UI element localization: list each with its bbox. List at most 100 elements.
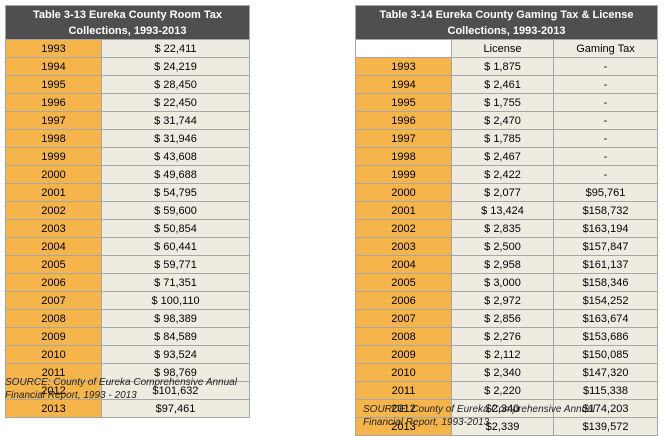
year-cell: 2011 (5, 363, 102, 382)
table-row: 2008 $ 98,389 (5, 309, 250, 328)
year-cell: 1995 (355, 93, 452, 112)
table-row: 2007 $ 2,856 $163,674 (355, 309, 659, 328)
table-row: 2005 $ 3,000 $158,346 (355, 273, 659, 292)
table-row: 2003 $ 50,854 (5, 219, 250, 238)
table-row: 2011 $ 98,769 (5, 363, 250, 382)
year-cell: 1998 (5, 129, 102, 148)
year-cell: 1994 (355, 75, 452, 94)
year-cell: 2007 (355, 309, 452, 328)
room-tax-value-cell: $ 31,744 (101, 111, 250, 130)
room-tax-value-cell: $ 49,688 (101, 165, 250, 184)
gaming-tax-value-cell: $158,346 (552, 273, 659, 292)
gaming-tax-source-line-1: SOURCE: County of Eureka Comprehensive A… (363, 404, 595, 415)
gaming-tax-value-cell: $163,194 (552, 219, 659, 238)
year-cell: 1998 (355, 147, 452, 166)
table-row: 2001 $ 13,424 $158,732 (355, 201, 659, 220)
table-row: 2009 $ 84,589 (5, 327, 250, 346)
year-cell: 2012 (5, 381, 102, 400)
room-tax-value-cell: $ 93,524 (101, 345, 250, 364)
gaming-tax-source-line-2: Financial Report, 1993-2013 (363, 417, 490, 428)
year-cell: 2013 (5, 399, 102, 418)
gaming-tax-value-cell: - (552, 129, 659, 148)
license-value-cell: $ 2,340 (451, 363, 554, 382)
gaming-tax-value-cell: $163,674 (552, 309, 659, 328)
gaming-tax-table: Table 3-14 Eureka County Gaming Tax & Li… (354, 5, 659, 436)
license-value-cell: $ 1,785 (451, 129, 554, 148)
year-cell: 2002 (355, 219, 452, 238)
license-value-cell: $ 3,000 (451, 273, 554, 292)
license-value-cell: $ 2,112 (451, 345, 554, 364)
room-tax-value-cell: $ 98,389 (101, 309, 250, 328)
year-cell: 2007 (5, 291, 102, 310)
gaming-tax-value-cell: - (552, 75, 659, 94)
room-tax-table: Table 3-13 Eureka County Room Tax Collec… (5, 5, 250, 418)
gaming-tax-value-cell: $115,338 (552, 381, 659, 400)
room-tax-value-cell: $ 100,110 (101, 291, 250, 310)
year-cell: 1999 (355, 165, 452, 184)
room-tax-source-note: SOURCE: County of Eureka Comprehensive A… (5, 376, 305, 402)
year-cell: 1999 (5, 147, 102, 166)
year-cell: 2004 (355, 255, 452, 274)
table-row: 1993 $ 22,411 (5, 39, 250, 58)
table-row: 1995 $ 1,755- (355, 93, 659, 112)
year-cell: 2012 (355, 399, 452, 418)
license-value-cell: $ 2,972 (451, 291, 554, 310)
year-cell: 2006 (355, 291, 452, 310)
gaming-tax-value-cell: $147,320 (552, 363, 659, 382)
gaming-tax-value-cell: - (552, 57, 659, 76)
table-row: 1999 $ 43,608 (5, 147, 250, 166)
license-value-cell: $2,340 (451, 399, 554, 418)
year-cell: 2002 (5, 201, 102, 220)
room-tax-value-cell: $ 22,411 (101, 39, 250, 58)
year-cell: 2009 (5, 327, 102, 346)
license-value-cell: $ 1,755 (451, 93, 554, 112)
year-cell: 2000 (5, 165, 102, 184)
year-cell: 2000 (355, 183, 452, 202)
year-cell: 1993 (5, 39, 102, 58)
year-cell: 1995 (5, 75, 102, 94)
license-value-cell: $ 2,467 (451, 147, 554, 166)
gaming-tax-value-cell: - (552, 111, 659, 130)
table-row: 2004 $ 60,441 (5, 237, 250, 256)
table-row: 2000 $ 2,077 $95,761 (355, 183, 659, 202)
year-cell: 2011 (355, 381, 452, 400)
year-cell: 2010 (355, 363, 452, 382)
table-row: 2010 $ 2,340 $147,320 (355, 363, 659, 382)
year-cell: 2010 (5, 345, 102, 364)
year-cell: 1993 (355, 57, 452, 76)
room-tax-value-cell: $ 71,351 (101, 273, 250, 292)
year-cell: 1997 (355, 129, 452, 148)
table-row: 1999 $ 2,422- (355, 165, 659, 184)
license-value-cell: $ 2,077 (451, 183, 554, 202)
room-tax-value-cell: $97,461 (101, 399, 250, 418)
year-cell: 2005 (5, 255, 102, 274)
year-cell: 2003 (355, 237, 452, 256)
table-row: 2010 $ 93,524 (5, 345, 250, 364)
room-tax-value-cell: $ 43,608 (101, 147, 250, 166)
gaming-tax-value-cell: - (552, 147, 659, 166)
table-row: 2012 $2,340 $174,203 (355, 399, 659, 418)
gaming-tax-value-cell: $95,761 (552, 183, 659, 202)
year-cell: 2008 (5, 309, 102, 328)
year-cell: 1997 (5, 111, 102, 130)
room-tax-value-cell: $ 59,600 (101, 201, 250, 220)
license-value-cell: $ 13,424 (451, 201, 554, 220)
room-tax-value-cell: $ 31,946 (101, 129, 250, 148)
gaming-tax-value-cell: $158,732 (552, 201, 659, 220)
gaming-tax-table-body: 1993 $ 1,875-1994 $ 2,461-1995 $ 1,755-1996… (355, 57, 659, 436)
table-row: 1998 $ 2,467- (355, 147, 659, 166)
gaming-tax-source-note: SOURCE: County of Eureka Comprehensive A… (363, 403, 663, 429)
license-value-cell: $ 2,461 (451, 75, 554, 94)
table-row: 2002 $ 2,835 $163,194 (355, 219, 659, 238)
table-row: 1997 $ 1,785- (355, 129, 659, 148)
year-cell: 2003 (5, 219, 102, 238)
license-value-cell: $ 2,470 (451, 111, 554, 130)
license-value-cell: $ 2,835 (451, 219, 554, 238)
gaming-tax-header-blank (355, 39, 452, 58)
room-tax-value-cell: $ 60,441 (101, 237, 250, 256)
room-tax-value-cell: $ 98,769 (101, 363, 250, 382)
gaming-tax-column-header: Gaming Tax (552, 39, 659, 58)
gaming-tax-value-cell: $150,085 (552, 345, 659, 364)
table-row: 2005 $ 59,771 (5, 255, 250, 274)
room-tax-value-cell: $ 54,795 (101, 183, 250, 202)
